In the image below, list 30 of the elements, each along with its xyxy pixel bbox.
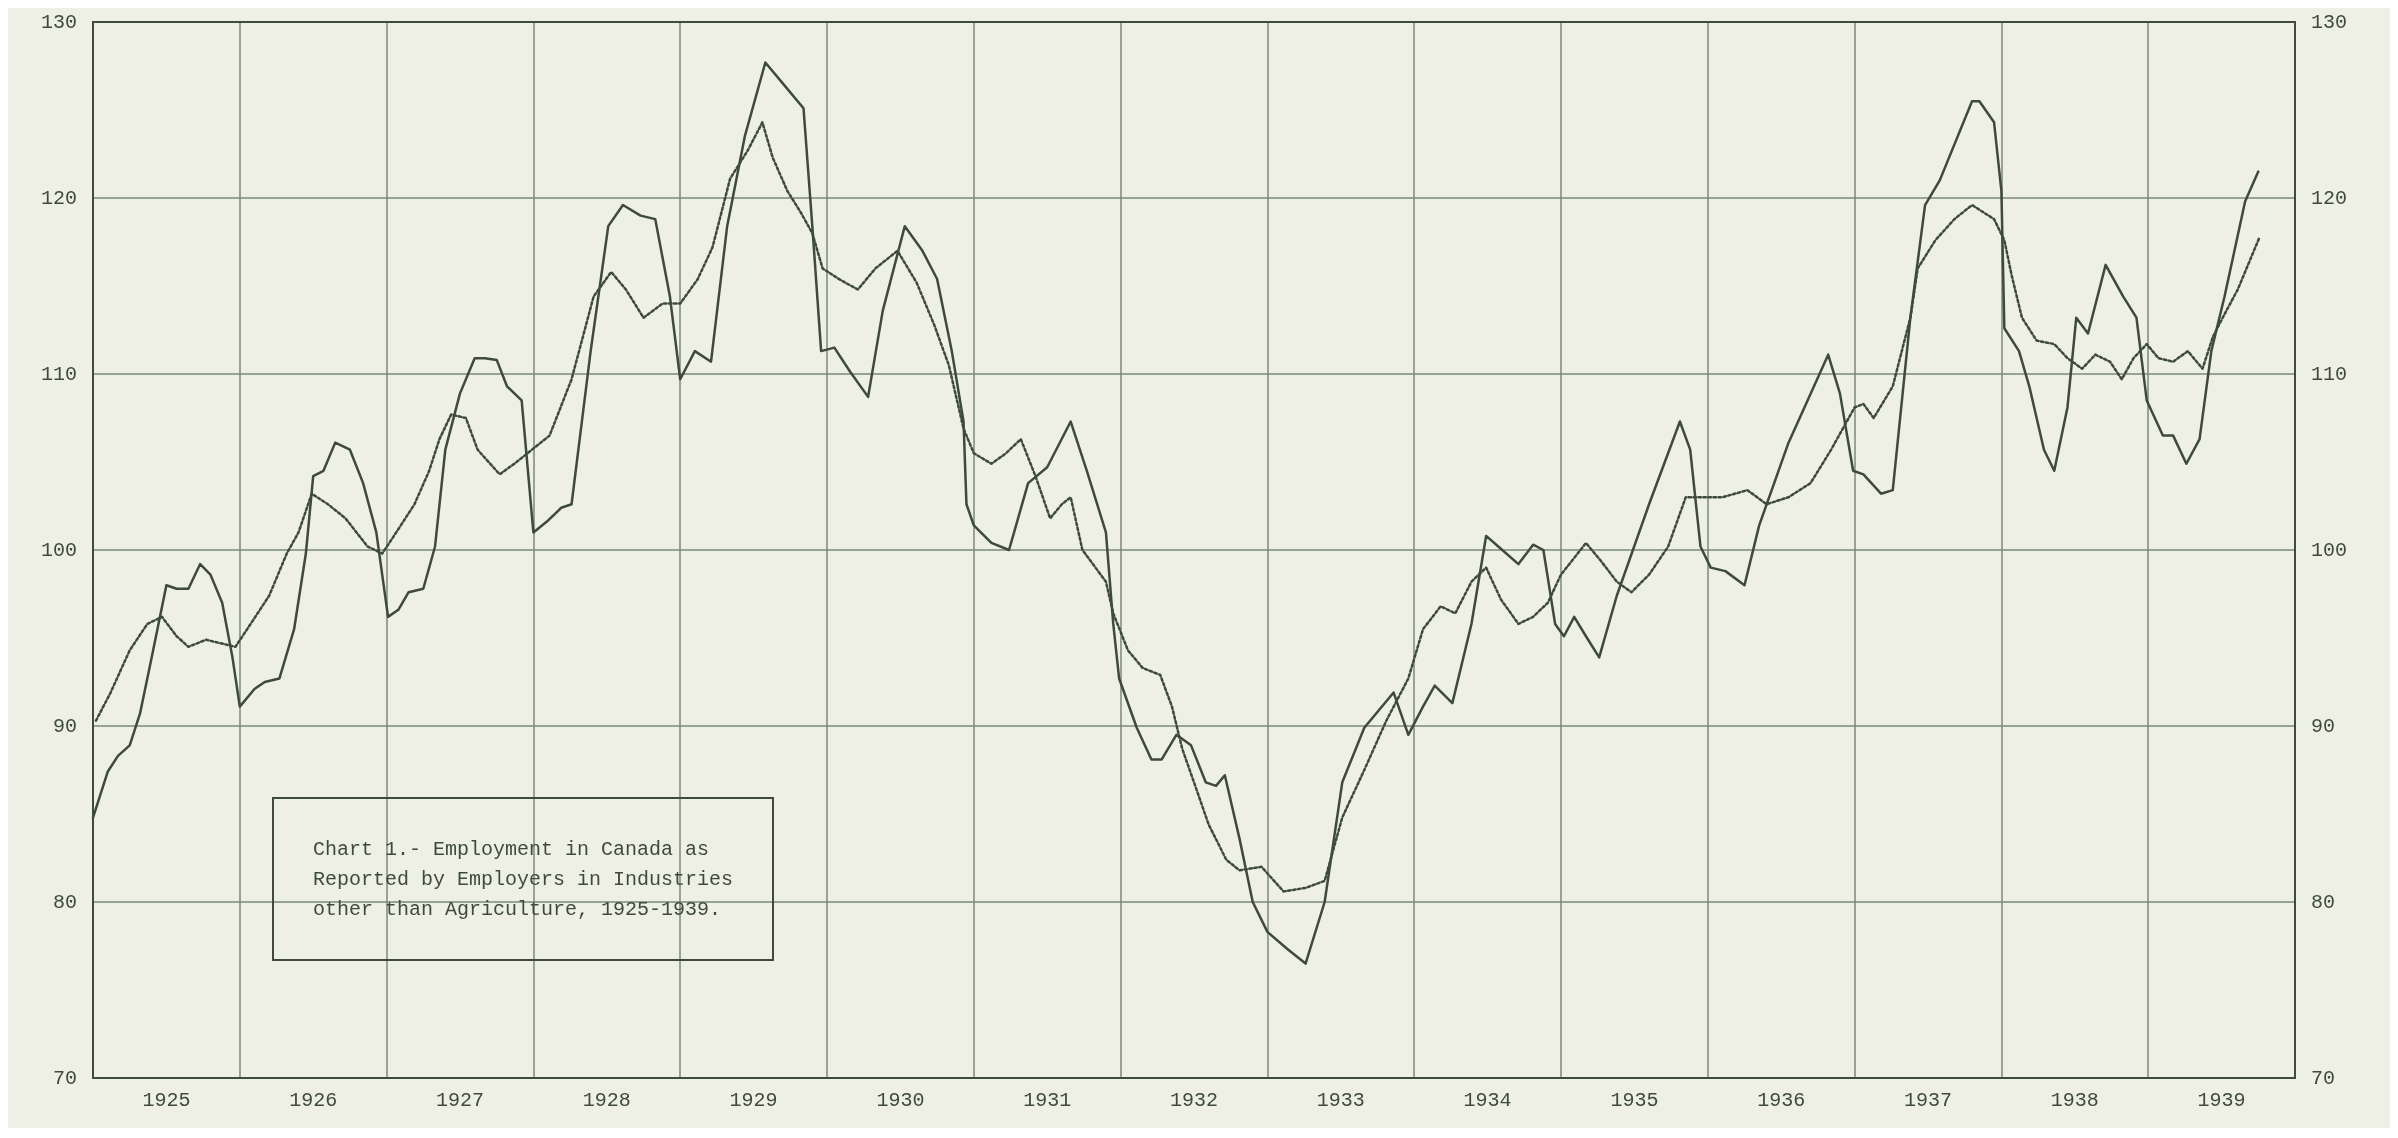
- x-tick-label: 1935: [1610, 1088, 1659, 1112]
- x-tick-label: 1939: [2197, 1088, 2246, 1112]
- y2-tick-label: 110: [2311, 362, 2348, 386]
- x-tick-label: 1925: [142, 1088, 191, 1112]
- y-tick-label: 80: [52, 890, 77, 914]
- y2-tick-label: 80: [2311, 890, 2336, 914]
- x-tick-label: 1934: [1463, 1088, 1512, 1112]
- y-tick-label: 70: [52, 1066, 77, 1090]
- y2-tick-label: 90: [2311, 714, 2336, 738]
- x-tick-label: 1938: [2050, 1088, 2099, 1112]
- x-tick-label: 1932: [1169, 1088, 1219, 1112]
- y-tick-label: 110: [40, 362, 77, 386]
- x-tick-label: 1931: [1023, 1088, 1072, 1112]
- y-tick-label: 130: [40, 10, 77, 34]
- x-tick-label: 1930: [876, 1088, 925, 1112]
- x-tick-label: 1927: [435, 1088, 485, 1112]
- x-tick-label: 1928: [582, 1088, 631, 1112]
- y2-tick-label: 100: [2311, 538, 2348, 562]
- y2-tick-label: 70: [2311, 1066, 2336, 1090]
- x-tick-label: 1936: [1757, 1088, 1806, 1112]
- text: Chart 1.- Employment in Canada as Reported by Employers in Industries other than Agriculture, 1925-1939.: [313, 837, 734, 921]
- y-tick-label: 100: [40, 538, 77, 562]
- x-tick-label: 1933: [1316, 1088, 1365, 1112]
- y-tick-label: 120: [40, 186, 77, 210]
- y2-tick-label: 130: [2311, 10, 2348, 34]
- x-tick-label: 1929: [729, 1088, 778, 1112]
- x-tick-label: 1926: [289, 1088, 338, 1112]
- x-tick-label: 1937: [1903, 1088, 1953, 1112]
- y-tick-label: 90: [52, 714, 77, 738]
- y2-tick-label: 120: [2311, 186, 2348, 210]
